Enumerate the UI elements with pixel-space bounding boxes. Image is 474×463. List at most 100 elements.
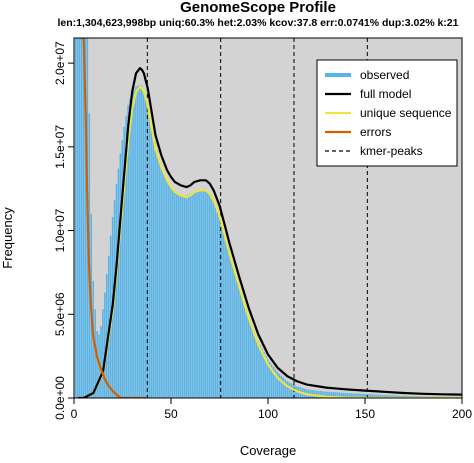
observed-bar bbox=[389, 395, 391, 398]
observed-bar bbox=[123, 126, 126, 399]
observed-bar bbox=[400, 395, 403, 398]
chart-subtitle: len:1,304,623,998bp uniq:60.3% het:2.03%… bbox=[58, 17, 459, 29]
observed-bar bbox=[393, 395, 395, 398]
observed-bar bbox=[294, 385, 296, 398]
observed-bar bbox=[377, 394, 380, 398]
observed-bar bbox=[327, 391, 329, 398]
x-tick-label: 0 bbox=[71, 407, 78, 421]
observed-bar bbox=[251, 326, 254, 398]
observed-bar bbox=[255, 336, 257, 398]
observed-bar bbox=[96, 331, 98, 398]
observed-bar bbox=[237, 284, 240, 398]
observed-bar bbox=[150, 121, 153, 398]
observed-bar bbox=[154, 141, 157, 398]
observed-bar bbox=[179, 195, 182, 398]
observed-bar bbox=[276, 372, 279, 398]
observed-bar bbox=[334, 392, 337, 398]
observed-bar bbox=[381, 394, 384, 398]
observed-bar bbox=[395, 395, 397, 398]
observed-bar bbox=[278, 373, 281, 398]
observed-bar bbox=[131, 93, 133, 398]
observed-bar bbox=[329, 391, 331, 398]
observed-bar bbox=[346, 393, 349, 398]
observed-bar bbox=[354, 393, 356, 398]
observed-bar bbox=[181, 195, 184, 398]
errors-line bbox=[79, 38, 146, 398]
observed-bar bbox=[274, 369, 277, 398]
observed-bar bbox=[230, 257, 232, 398]
legend: observed full model unique sequence errors k… bbox=[316, 59, 458, 167]
observed-bar bbox=[171, 187, 174, 398]
y-tick-label: 1.5e+07 bbox=[53, 125, 67, 169]
observed-bar bbox=[253, 331, 255, 398]
observed-bar bbox=[193, 192, 195, 398]
observed-bar bbox=[177, 193, 180, 398]
legend-label-errors: errors bbox=[360, 125, 391, 139]
y-tick-label: 1.0e+07 bbox=[53, 208, 67, 252]
observed-bar bbox=[206, 193, 209, 398]
observed-bar bbox=[137, 85, 139, 398]
observed-bar bbox=[133, 89, 135, 398]
observed-bar bbox=[383, 394, 385, 398]
observed-bar bbox=[183, 195, 186, 398]
observed-bar bbox=[144, 95, 147, 399]
observed-bar bbox=[321, 391, 323, 398]
x-tick-label: 50 bbox=[164, 407, 178, 421]
observed-bar bbox=[268, 362, 271, 398]
observed-bar bbox=[265, 355, 267, 398]
observed-bar bbox=[203, 190, 205, 398]
observed-bar bbox=[138, 84, 141, 398]
observed-bar bbox=[166, 180, 168, 398]
observed-bar bbox=[191, 192, 193, 398]
observed-bar bbox=[187, 194, 190, 398]
observed-bar bbox=[222, 229, 224, 398]
observed-bar bbox=[140, 85, 143, 398]
observed-bar bbox=[247, 315, 250, 398]
y-axis: 0.0e+00 5.0e+06 1.0e+07 1.5e+07 2.0e+07 bbox=[53, 41, 75, 420]
observed-bar bbox=[212, 202, 215, 398]
observed-bar bbox=[387, 395, 389, 398]
observed-bar bbox=[348, 393, 351, 398]
observed-bar bbox=[259, 344, 261, 398]
observed-bar bbox=[100, 326, 102, 398]
observed-bar bbox=[317, 390, 320, 398]
model-lines bbox=[77, 38, 462, 398]
observed-bar bbox=[210, 198, 213, 398]
observed-bar bbox=[358, 393, 360, 398]
observed-bar bbox=[365, 394, 368, 398]
observed-bar bbox=[270, 364, 273, 398]
observed-bar bbox=[127, 104, 129, 398]
observed-bar bbox=[360, 393, 362, 398]
observed-bar bbox=[82, 38, 85, 398]
legend-label-unique-sequence: unique sequence bbox=[360, 106, 452, 120]
y-axis-label: Frequency bbox=[0, 207, 15, 269]
observed-bar bbox=[379, 394, 382, 398]
observed-bar bbox=[323, 391, 325, 398]
observed-bar bbox=[142, 89, 145, 398]
x-axis-label: Coverage bbox=[240, 443, 296, 458]
x-tick-label: 150 bbox=[355, 407, 375, 421]
observed-bar bbox=[280, 375, 283, 398]
observed-bar bbox=[235, 277, 238, 398]
observed-bar bbox=[228, 250, 230, 398]
x-tick-label: 100 bbox=[258, 407, 278, 421]
observed-bar bbox=[249, 320, 252, 398]
observed-bar bbox=[261, 348, 263, 398]
observed-bar bbox=[189, 193, 191, 398]
observed-bar bbox=[350, 393, 352, 398]
observed-bar bbox=[84, 38, 87, 398]
observed-bar bbox=[197, 190, 199, 398]
observed-bar bbox=[290, 383, 292, 398]
observed-bar bbox=[156, 150, 158, 398]
observed-bar bbox=[385, 395, 387, 398]
observed-bar bbox=[373, 394, 376, 398]
chart-title: GenomeScope Profile bbox=[180, 0, 336, 16]
observed-bar bbox=[364, 393, 366, 398]
observed-bar bbox=[243, 303, 246, 398]
observed-bar bbox=[375, 394, 378, 398]
observed-bar bbox=[284, 379, 287, 398]
observed-bar bbox=[195, 191, 197, 398]
observed-bar bbox=[185, 195, 188, 398]
observed-bar bbox=[106, 274, 108, 398]
observed-bar bbox=[220, 223, 223, 398]
